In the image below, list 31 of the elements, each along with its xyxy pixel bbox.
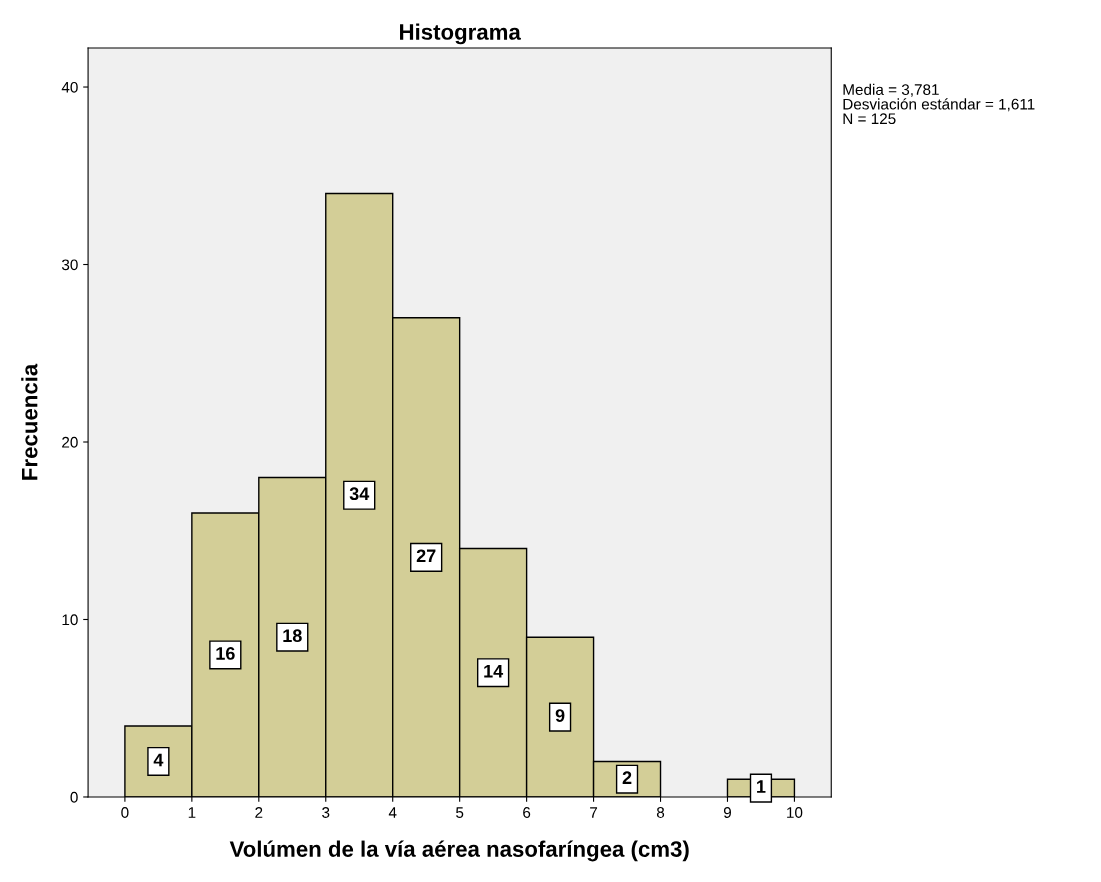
data-label: 9 xyxy=(555,709,565,722)
text: Desviación estándar = 1,611 xyxy=(843,98,1035,112)
text: N = 125 xyxy=(843,113,896,125)
x-tick-label: 8 xyxy=(656,807,665,818)
x-axis-title: Volúmen de la vía aérea nasofaríngea (cm3) xyxy=(229,840,689,862)
data-label: 1 xyxy=(757,780,766,793)
data-label: 27 xyxy=(416,549,436,563)
y-tick-label: 10 xyxy=(62,614,78,626)
x-tick-label: 7 xyxy=(590,807,598,818)
y-tick-label: 20 xyxy=(62,436,78,448)
x-tick-label: 5 xyxy=(456,807,464,818)
y-tick-label: 0 xyxy=(70,791,78,803)
text: Media = 3,781 xyxy=(843,83,939,97)
x-tick-label: 3 xyxy=(322,807,330,818)
x-tick-label: 2 xyxy=(255,807,263,818)
data-label: 34 xyxy=(349,487,370,501)
chart-title: Histograma xyxy=(400,23,521,45)
x-tick-label: 6 xyxy=(523,807,531,818)
data-label: 16 xyxy=(216,647,235,660)
data-label: 2 xyxy=(622,771,632,784)
y-tick-label: 30 xyxy=(61,259,78,271)
x-tick-label: 4 xyxy=(388,807,397,818)
x-tick-label: 10 xyxy=(787,807,803,818)
data-label: 4 xyxy=(153,753,164,767)
x-tick-label: 0 xyxy=(121,807,129,818)
data-label: 18 xyxy=(283,629,302,643)
x-tick-label: 9 xyxy=(723,807,731,818)
y-tick-label: 40 xyxy=(61,81,78,93)
y-axis-title: Frecuencia xyxy=(21,363,38,480)
data-label: 14 xyxy=(484,664,504,678)
x-tick-label: 1 xyxy=(188,807,196,818)
